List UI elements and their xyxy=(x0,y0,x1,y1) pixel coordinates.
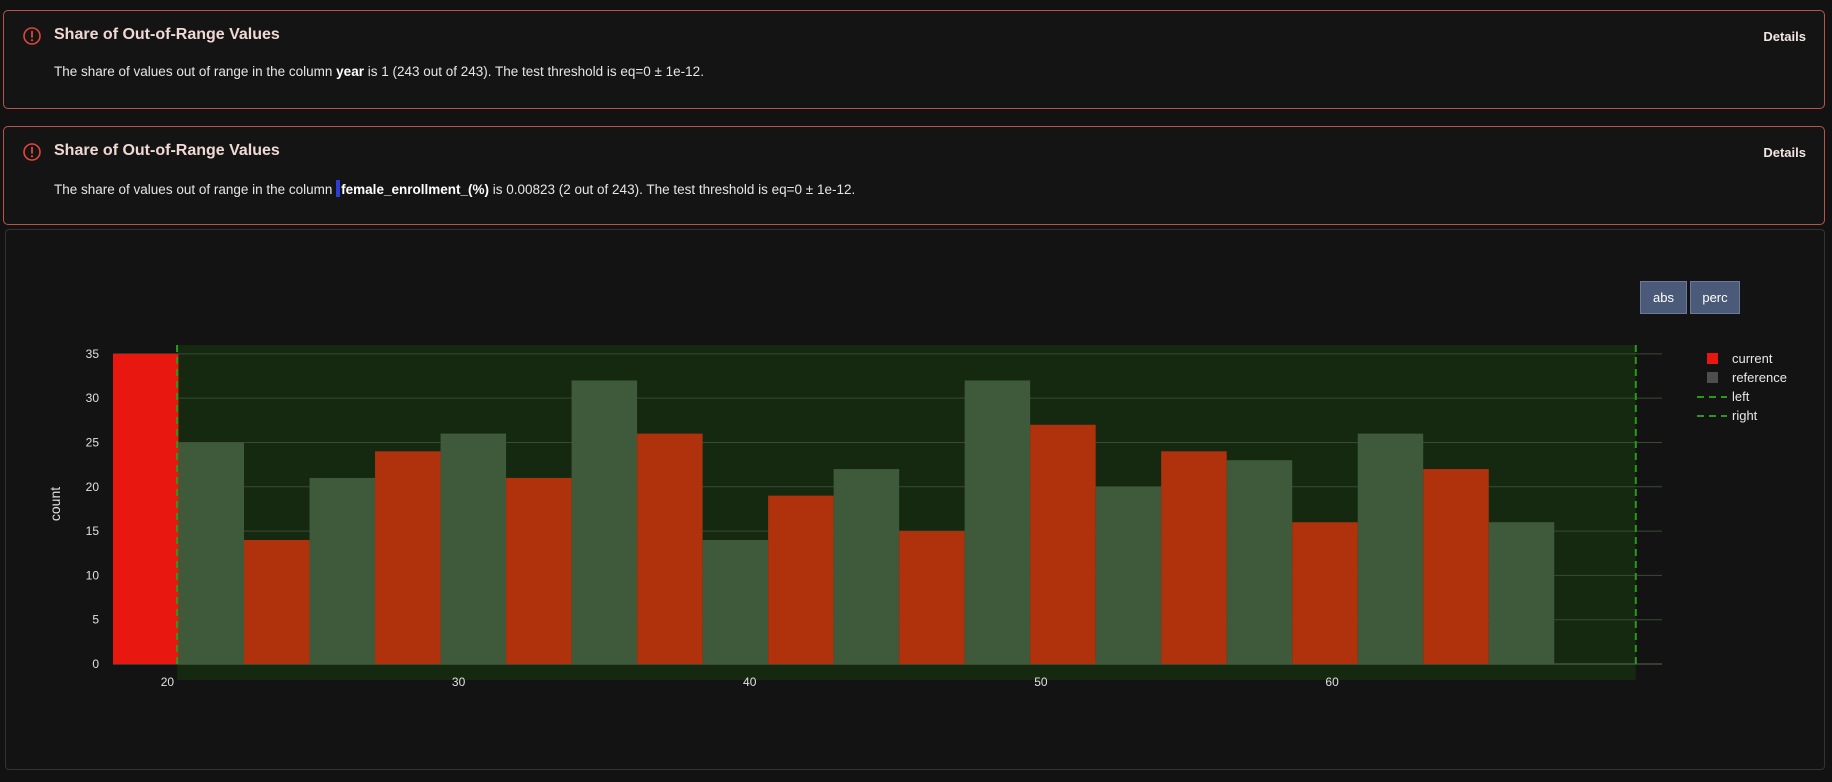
warning-icon xyxy=(23,27,41,45)
bar-current xyxy=(375,451,441,664)
bar-current xyxy=(637,433,703,664)
y-tick-label: 20 xyxy=(86,480,100,494)
bar-reference xyxy=(1488,522,1555,664)
column-name: year xyxy=(336,64,364,79)
text-cursor xyxy=(336,180,341,197)
details-button[interactable]: Details xyxy=(1763,29,1806,44)
message-text: The share of values out of range in the … xyxy=(54,64,337,79)
bar-current xyxy=(113,353,179,664)
details-button[interactable]: Details xyxy=(1763,145,1806,160)
bar-reference xyxy=(1095,486,1162,664)
bar-reference xyxy=(440,433,507,664)
bar-current xyxy=(1423,469,1489,664)
legend-label: left xyxy=(1732,389,1750,404)
x-tick-label: 60 xyxy=(1325,675,1339,689)
bar-reference xyxy=(1357,433,1424,664)
bar-current xyxy=(768,495,834,664)
y-tick-label: 35 xyxy=(86,347,100,361)
alert-card: Share of Out-of-Range Values Details The… xyxy=(3,126,1825,225)
message-text: The share of values out of range in the … xyxy=(54,182,337,197)
bar-reference xyxy=(833,469,900,664)
alert-message: The share of values out of range in the … xyxy=(54,64,704,79)
y-tick-label: 5 xyxy=(92,613,99,627)
bar-current xyxy=(1161,451,1227,664)
bar-current xyxy=(244,539,310,664)
column-name: female_enrollment_(%) xyxy=(341,182,489,197)
bar-reference xyxy=(702,539,769,664)
message-text: is 0.00823 (2 out of 243). The test thre… xyxy=(488,182,856,197)
legend-swatch-current xyxy=(1707,353,1718,364)
y-tick-label: 0 xyxy=(92,657,99,671)
x-tick-label: 50 xyxy=(1034,675,1048,689)
alert-title: Share of Out-of-Range Values xyxy=(54,142,280,159)
y-tick-label: 30 xyxy=(86,391,100,405)
y-tick-label: 15 xyxy=(86,524,100,538)
x-tick-label: 20 xyxy=(161,675,175,689)
bar-current xyxy=(899,531,965,664)
alert-title: Share of Out-of-Range Values xyxy=(54,26,280,43)
message-text: is 1 (243 out of 243). The test threshol… xyxy=(363,64,704,79)
y-tick-label: 10 xyxy=(86,568,100,582)
x-tick-label: 30 xyxy=(452,675,466,689)
bar-reference xyxy=(178,442,245,664)
bar-reference xyxy=(571,380,638,664)
bar-reference xyxy=(964,380,1031,664)
legend-label: reference xyxy=(1732,370,1787,385)
y-tick-label: 25 xyxy=(86,435,100,449)
perc-toggle-button[interactable]: perc xyxy=(1690,281,1740,314)
x-tick-label: 40 xyxy=(743,675,757,689)
bar-current xyxy=(1030,424,1096,664)
bar-reference xyxy=(309,477,376,664)
y-axis-label: count xyxy=(47,487,63,521)
bar-current xyxy=(1292,522,1358,664)
abs-toggle-button[interactable]: abs xyxy=(1640,281,1687,314)
alert-card: Share of Out-of-Range Values Details The… xyxy=(3,10,1825,109)
legend-swatch-reference xyxy=(1707,372,1718,383)
bar-current xyxy=(506,477,572,664)
bar-reference xyxy=(1226,460,1293,664)
warning-icon xyxy=(23,143,41,161)
legend-label: current xyxy=(1732,351,1773,366)
alert-message: The share of values out of range in the … xyxy=(54,180,855,197)
legend-label: right xyxy=(1732,408,1758,423)
